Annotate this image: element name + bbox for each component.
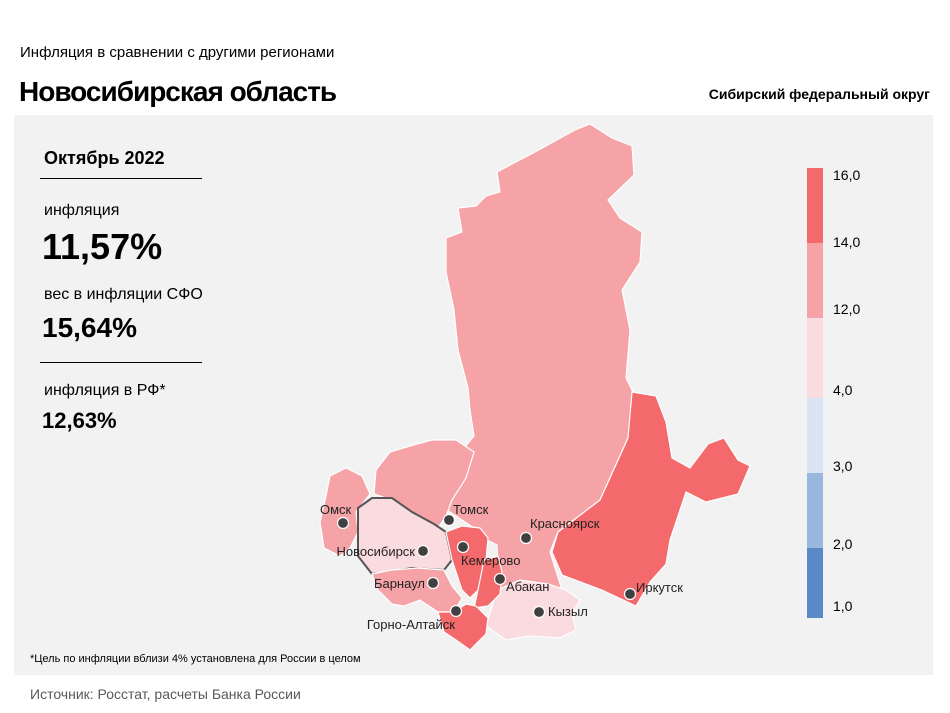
legend-bin <box>807 548 823 618</box>
legend-tick-label: 2,0 <box>833 536 853 552</box>
city-marker-novosibirsk[interactable] <box>416 544 430 558</box>
supertitle: Инфляция в сравнении с другими регионами <box>20 44 335 61</box>
district-title: Сибирский федеральный округ <box>708 86 930 102</box>
legend-tick-label: 16,0 <box>833 167 860 183</box>
city-marker-tomsk[interactable] <box>442 513 456 527</box>
divider <box>40 178 202 179</box>
city-label-tomsk: Томск <box>453 502 489 517</box>
city-label-kyzyl: Кызыл <box>548 604 588 619</box>
city-label-abakan: Абакан <box>506 579 549 594</box>
city-marker-kyzyl[interactable] <box>532 605 546 619</box>
region-khakassia[interactable] <box>473 555 503 609</box>
city-marker-gorno-altaysk[interactable] <box>449 604 463 618</box>
city-label-barnaul: Барнаул <box>374 576 425 591</box>
city-label-irkutsk: Иркутск <box>636 580 683 595</box>
city-label-krasnoyarsk: Красноярск <box>530 516 600 531</box>
legend-bin <box>807 398 823 473</box>
legend-tick-label: 1,0 <box>833 598 853 614</box>
legend-bin <box>807 473 823 548</box>
source-note: Источник: Росстат, расчеты Банка России <box>30 686 301 702</box>
city-label-omsk: Омск <box>320 502 352 517</box>
legend-tick-label: 14,0 <box>833 234 860 250</box>
city-marker-irkutsk[interactable] <box>623 587 637 601</box>
city-label-novosibirsk: Новосибирск <box>337 544 416 559</box>
rf-inflation-value: 12,63% <box>42 408 117 433</box>
legend-tick-label: 3,0 <box>833 458 853 474</box>
city-marker-kemerovo[interactable] <box>456 540 470 554</box>
city-marker-abakan[interactable] <box>493 572 507 586</box>
city-marker-krasnoyarsk[interactable] <box>519 531 533 545</box>
footnote: *Цель по инфляции вблизи 4% установлена … <box>30 653 361 665</box>
weight-label: вес в инфляции СФО <box>44 286 203 303</box>
region-irkutsk[interactable] <box>551 391 751 607</box>
divider <box>40 362 202 363</box>
city-marker-barnaul[interactable] <box>426 576 440 590</box>
rf-inflation-label: инфляция в РФ* <box>44 382 166 399</box>
legend: 16,0 14,0 12,0 4,0 3,0 2,0 1,0 <box>807 167 860 618</box>
legend-bin <box>807 318 823 398</box>
inflation-value: 11,57% <box>42 226 163 267</box>
legend-bin <box>807 243 823 318</box>
legend-tick-label: 4,0 <box>833 382 853 398</box>
city-label-kemerovo: Кемерово <box>461 553 520 568</box>
city-label-gorno-altaysk: Горно-Алтайск <box>367 617 455 632</box>
page-title: Новосибирская область <box>19 76 337 107</box>
inflation-label: инфляция <box>44 202 120 219</box>
city-marker-omsk[interactable] <box>336 516 350 530</box>
period-label: Октябрь 2022 <box>44 148 165 168</box>
legend-bin <box>807 168 823 243</box>
weight-value: 15,64% <box>42 312 137 343</box>
region-omsk[interactable] <box>319 467 371 557</box>
region-tyva[interactable] <box>485 579 581 641</box>
legend-tick-label: 12,0 <box>833 301 860 317</box>
